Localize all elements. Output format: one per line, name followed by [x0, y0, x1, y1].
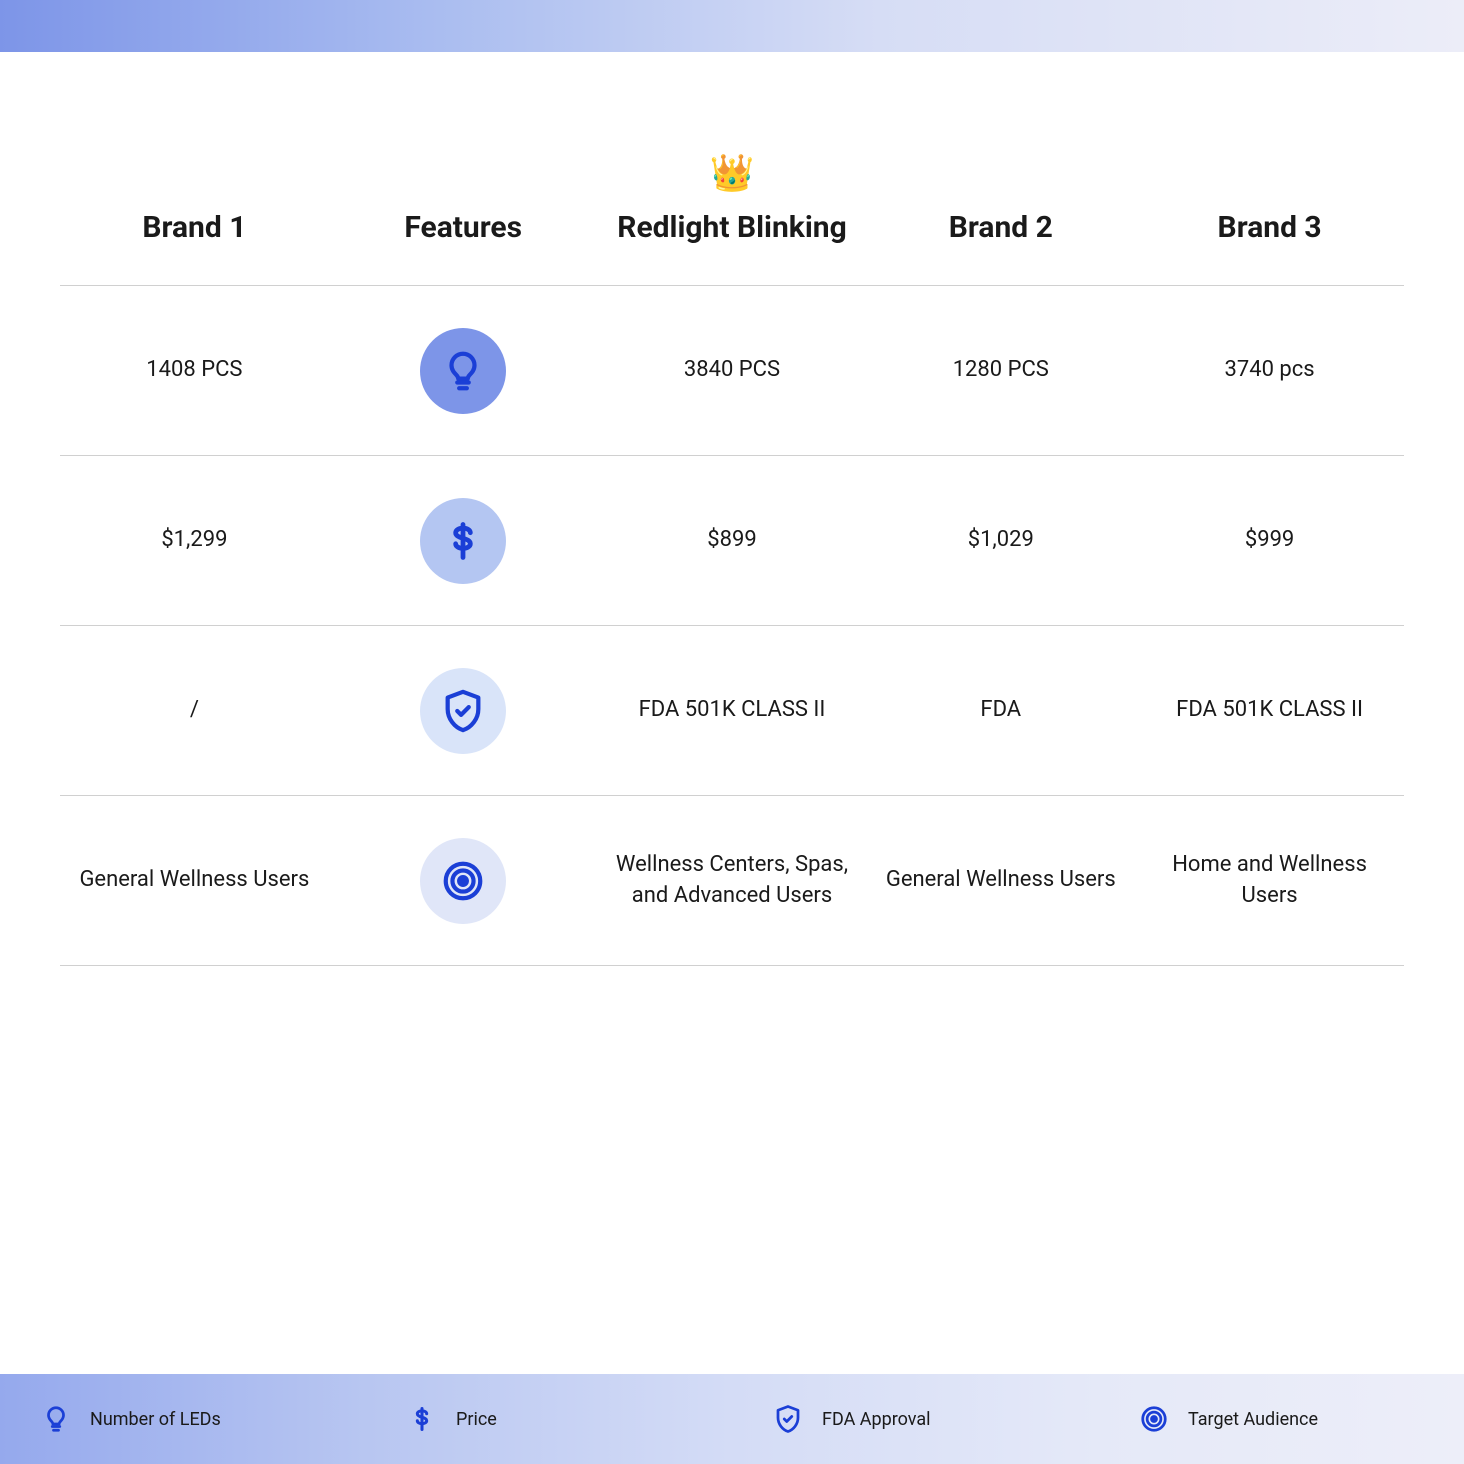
- legend-label-fda: FDA Approval: [822, 1409, 931, 1430]
- table-row: / FDA 501K CLASS II FDA FDA 501K CLASS I…: [60, 626, 1404, 796]
- table-header-row: Brand 1 Features 👑 Redlight Blinking Bra…: [60, 152, 1404, 286]
- header-features: Features: [329, 210, 598, 245]
- bulb-icon: [420, 328, 506, 414]
- cell-feature-icon: [329, 648, 598, 774]
- legend-label-target: Target Audience: [1188, 1409, 1318, 1430]
- cell-brand1-price: $1,299: [60, 505, 329, 576]
- legend-label-price: Price: [456, 1409, 497, 1430]
- cell-featured-leds: 3840 PCS: [598, 335, 867, 406]
- cell-brand1-target: General Wellness Users: [60, 845, 329, 916]
- table-row: General Wellness Users Wellness Centers,…: [60, 796, 1404, 966]
- table-row: 1408 PCS 3840 PCS 1280 PCS 3740 pcs: [60, 286, 1404, 456]
- cell-featured-target: Wellness Centers, Spas, and Advanced Use…: [598, 830, 867, 932]
- header-featured-label: Redlight Blinking: [617, 210, 847, 245]
- cell-featured-price: $899: [598, 505, 867, 576]
- table-row: $1,299 $899 $1,029 $999: [60, 456, 1404, 626]
- cell-brand2-target: General Wellness Users: [866, 845, 1135, 916]
- cell-brand3-price: $999: [1135, 505, 1404, 576]
- cell-brand2-leds: 1280 PCS: [866, 335, 1135, 406]
- dollar-icon: [420, 498, 506, 584]
- legend-bar: Number of LEDs Price FDA Approval T: [0, 1374, 1464, 1464]
- header-brand-2: Brand 2: [866, 210, 1135, 245]
- target-icon: [420, 838, 506, 924]
- cell-brand1-leds: 1408 PCS: [60, 335, 329, 406]
- dollar-icon: [406, 1403, 438, 1435]
- legend-item-price: Price: [366, 1374, 732, 1464]
- comparison-table: Brand 1 Features 👑 Redlight Blinking Bra…: [60, 152, 1404, 966]
- cell-brand2-fda: FDA: [866, 675, 1135, 746]
- cell-feature-icon: [329, 308, 598, 434]
- cell-brand3-target: Home and Wellness Users: [1135, 830, 1404, 932]
- cell-brand1-fda: /: [60, 675, 329, 746]
- cell-feature-icon: [329, 478, 598, 604]
- cell-featured-fda: FDA 501K CLASS II: [598, 675, 867, 746]
- bulb-icon: [40, 1403, 72, 1435]
- target-icon: [1138, 1403, 1170, 1435]
- shield-icon: [772, 1403, 804, 1435]
- cell-brand2-price: $1,029: [866, 505, 1135, 576]
- cell-feature-icon: [329, 818, 598, 944]
- legend-label-leds: Number of LEDs: [90, 1409, 221, 1430]
- cell-brand3-leds: 3740 pcs: [1135, 335, 1404, 406]
- crown-icon: 👑: [710, 152, 755, 194]
- legend-item-target: Target Audience: [1098, 1374, 1464, 1464]
- top-gradient-bar: [0, 0, 1464, 52]
- header-brand-1: Brand 1: [60, 210, 329, 245]
- comparison-table-container: Brand 1 Features 👑 Redlight Blinking Bra…: [0, 52, 1464, 966]
- legend-item-leds: Number of LEDs: [0, 1374, 366, 1464]
- header-brand-3: Brand 3: [1135, 210, 1404, 245]
- header-featured: 👑 Redlight Blinking: [598, 152, 867, 245]
- shield-icon: [420, 668, 506, 754]
- legend-item-fda: FDA Approval: [732, 1374, 1098, 1464]
- cell-brand3-fda: FDA 501K CLASS II: [1135, 675, 1404, 746]
